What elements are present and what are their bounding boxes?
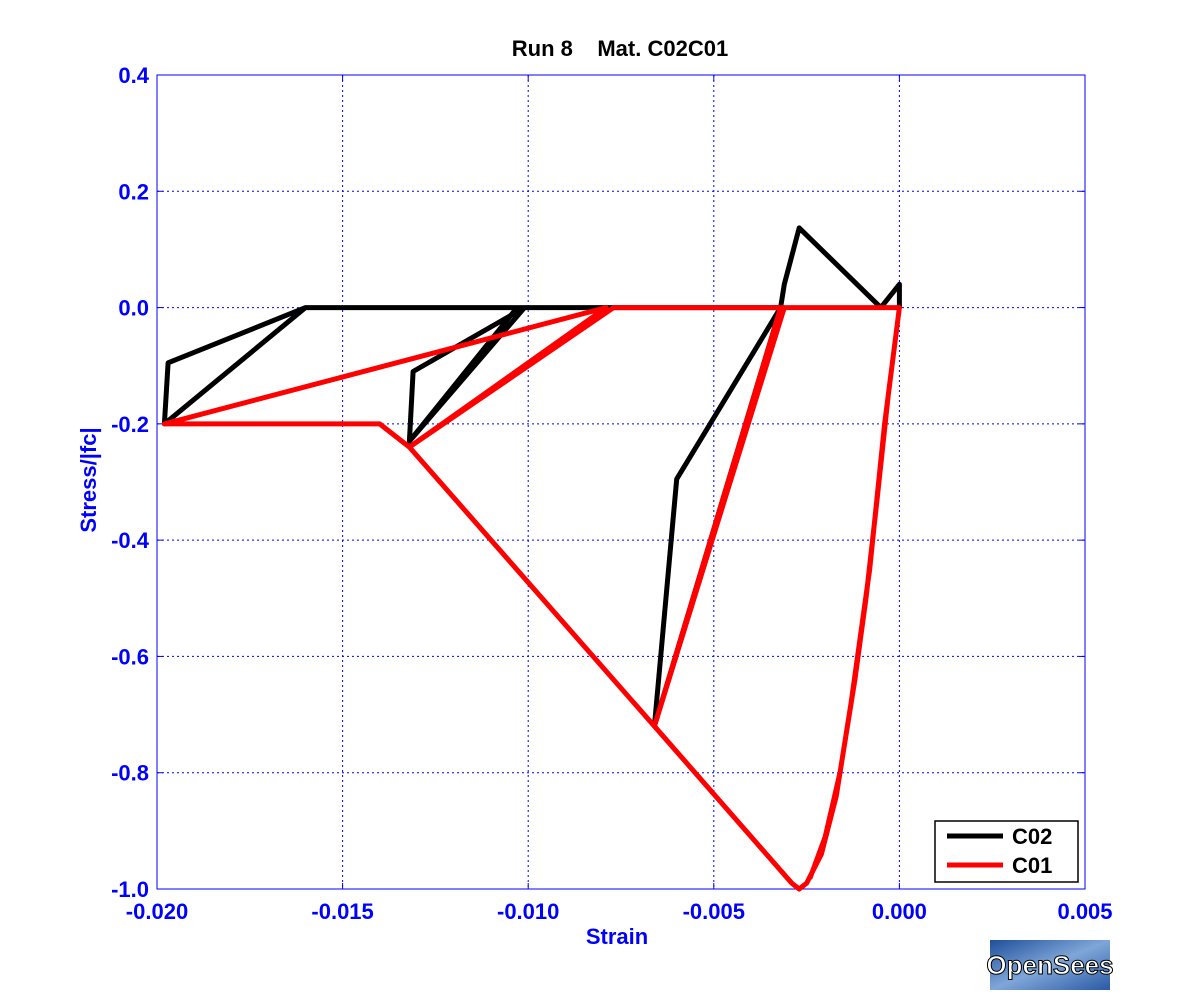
legend-label-c01: C01 (1012, 853, 1052, 878)
chart-title: Run 8 Mat. C02C01 (512, 36, 728, 61)
legend: C02 C01 (934, 820, 1079, 883)
x-tick-label: -0.005 (683, 899, 745, 924)
x-axis-label: Strain (586, 924, 648, 949)
y-tick-label: 0.2 (118, 179, 149, 204)
x-tick-label: -0.020 (126, 899, 188, 924)
series-line-c01 (161, 305, 902, 892)
logo-text: OpenSees (986, 950, 1113, 980)
grid-lines (157, 75, 1085, 889)
y-tick-label: -0.6 (111, 644, 149, 669)
logo-background (990, 940, 1110, 990)
y-axis-label: Stress/|fc| (76, 427, 101, 532)
plot-frame (156, 74, 1086, 890)
y-tick-label: -0.4 (111, 528, 150, 553)
x-tick-label: 0.000 (872, 899, 927, 924)
y-tick-label: 0.0 (118, 296, 149, 321)
y-axis-ticks: -1.0 -0.8 -0.6 -0.4 -0.2 0.0 0.2 0.4 (111, 63, 1085, 902)
x-tick-label: 0.005 (1057, 899, 1112, 924)
x-tick-label: -0.015 (311, 899, 373, 924)
series-line-c02 (161, 225, 902, 729)
legend-box (934, 820, 1079, 883)
y-tick-label: 0.4 (118, 63, 149, 88)
y-tick-label: -1.0 (111, 877, 149, 902)
x-axis-ticks: -0.020 -0.015 -0.010 -0.005 0.000 0.005 (126, 75, 1113, 924)
y-tick-label: -0.2 (111, 412, 149, 437)
opensees-logo: OpenSees (986, 940, 1114, 990)
y-tick-label: -0.8 (111, 761, 149, 786)
x-tick-label: -0.010 (497, 899, 559, 924)
data-series (161, 225, 902, 892)
legend-label-c02: C02 (1012, 824, 1052, 849)
